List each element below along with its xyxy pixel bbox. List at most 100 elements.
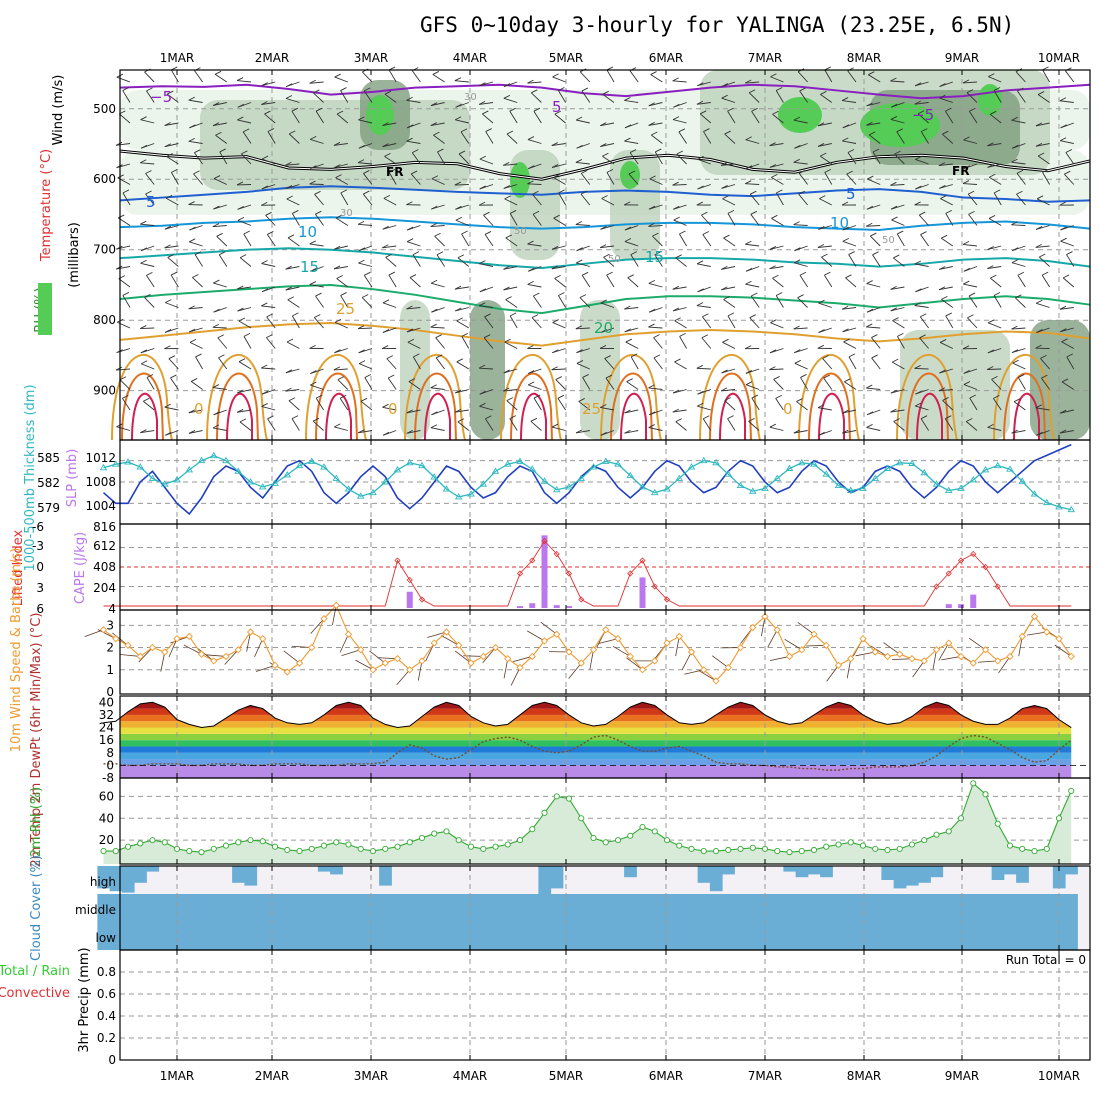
wind-barb bbox=[1035, 245, 1050, 248]
cloud-low-bar bbox=[856, 894, 870, 950]
wind-barb-flag bbox=[575, 429, 583, 434]
rh-point bbox=[921, 837, 928, 844]
wind-barb-flag bbox=[696, 260, 704, 265]
wind-barb bbox=[745, 183, 760, 185]
wind-barb-flag bbox=[1015, 294, 1022, 299]
wind-barb-flag bbox=[143, 397, 150, 402]
wind-speed-point bbox=[136, 652, 144, 661]
wind-barb bbox=[1013, 401, 1026, 411]
wind-barb-flag bbox=[558, 87, 565, 91]
contour-label-c0b: 0 bbox=[388, 400, 398, 418]
wind-barb-flag bbox=[962, 345, 970, 350]
wind-barb bbox=[309, 243, 324, 247]
wind-barb-flag bbox=[769, 265, 776, 270]
wind-barb bbox=[512, 656, 533, 662]
wind-barb-flag bbox=[238, 358, 246, 363]
wind-barb-flag bbox=[776, 292, 783, 296]
contour-label-c20: 20 bbox=[594, 319, 613, 337]
wind-barb bbox=[1059, 430, 1074, 434]
wind-barb-flag bbox=[576, 349, 583, 354]
wind-barb bbox=[824, 69, 833, 83]
wind-barb bbox=[435, 357, 445, 370]
wind-barb bbox=[576, 119, 590, 124]
wind-barb-flag bbox=[336, 110, 344, 115]
wind-barb bbox=[140, 327, 155, 330]
wind-barb-flag bbox=[530, 417, 538, 422]
wind-barb bbox=[941, 298, 954, 308]
cloud-level-label: middle bbox=[75, 903, 116, 917]
wind-barb-flag bbox=[817, 404, 825, 409]
wind-barb-flag bbox=[455, 307, 462, 312]
isotherm-30-loop bbox=[709, 372, 752, 441]
rh-point bbox=[884, 846, 891, 854]
wind-barb bbox=[629, 70, 639, 83]
temp-band bbox=[120, 702, 1072, 709]
wind-barb-flag bbox=[479, 185, 486, 190]
wind-barb bbox=[1061, 381, 1075, 390]
wind-barb bbox=[120, 654, 141, 657]
wind-barb bbox=[890, 184, 905, 186]
wind-barb bbox=[942, 133, 954, 144]
rh-point bbox=[418, 834, 426, 841]
wind-barb bbox=[672, 119, 687, 124]
wind-barb-flag bbox=[314, 314, 321, 318]
wind-barb bbox=[243, 233, 252, 247]
panel-frame bbox=[119, 609, 1091, 695]
wind-barb bbox=[454, 184, 469, 186]
wind-barb-flag bbox=[241, 150, 248, 155]
wind-barb-flag bbox=[506, 397, 514, 402]
wind-barb-flag bbox=[239, 418, 247, 423]
isotherm-35-loop bbox=[520, 392, 547, 441]
wind-barb bbox=[526, 630, 545, 642]
cloud-low-bar bbox=[734, 894, 748, 950]
wind-speed-point bbox=[516, 663, 524, 672]
wind-barb bbox=[770, 76, 784, 83]
cloud-high-bar bbox=[1003, 866, 1017, 875]
rh-point bbox=[896, 845, 903, 852]
wind-barb bbox=[580, 193, 591, 206]
wind-barb bbox=[436, 254, 445, 267]
wind-barb-flag bbox=[1059, 201, 1067, 206]
wind-barb-flag bbox=[672, 181, 679, 186]
rh-point bbox=[982, 791, 989, 798]
wind-barb-flag bbox=[723, 296, 730, 300]
wind-barb-flag bbox=[1036, 431, 1043, 436]
cloud-low-bar bbox=[219, 894, 233, 950]
cloud-high-bar bbox=[722, 866, 735, 875]
wind-barb-flag bbox=[844, 378, 851, 383]
wind-barb bbox=[527, 283, 542, 288]
wind-barb-flag bbox=[140, 349, 148, 354]
wind-barb-flag bbox=[939, 184, 946, 189]
wind-barb-flag bbox=[842, 226, 849, 231]
wind-barb bbox=[819, 155, 833, 165]
wind-barb-flag bbox=[914, 302, 921, 306]
wind-barb bbox=[890, 389, 905, 394]
wind-barb bbox=[582, 377, 591, 390]
wind-barb bbox=[578, 401, 591, 411]
wind-barb bbox=[332, 605, 337, 626]
isotherm-35-loop bbox=[131, 392, 158, 441]
wind-barb bbox=[455, 307, 469, 312]
cloud-high-bar bbox=[109, 866, 123, 892]
wind-barb bbox=[160, 651, 166, 672]
thickness-point bbox=[846, 486, 855, 493]
cloud-low-bar bbox=[930, 894, 944, 950]
temp-line bbox=[103, 701, 1072, 729]
thickness-point bbox=[981, 466, 990, 473]
wind-speed-point bbox=[246, 628, 255, 636]
wind-barb-flag bbox=[309, 281, 317, 285]
rh-point bbox=[259, 838, 266, 845]
wind-speed-point bbox=[185, 632, 193, 641]
isotherm-25-loop bbox=[993, 354, 1055, 441]
wind-barb bbox=[963, 384, 978, 390]
wind-barb bbox=[797, 71, 808, 83]
contour-label-minus5: −5 bbox=[150, 88, 172, 106]
wind-barb bbox=[648, 282, 663, 288]
thickness-point bbox=[454, 493, 463, 500]
wind-barb-flag bbox=[676, 150, 683, 155]
wind-barb-flag bbox=[312, 417, 320, 422]
thickness-point bbox=[234, 467, 243, 474]
wind-speed-point bbox=[1067, 652, 1075, 661]
wind-barb-flag bbox=[745, 381, 753, 386]
wind-barb bbox=[509, 418, 518, 431]
